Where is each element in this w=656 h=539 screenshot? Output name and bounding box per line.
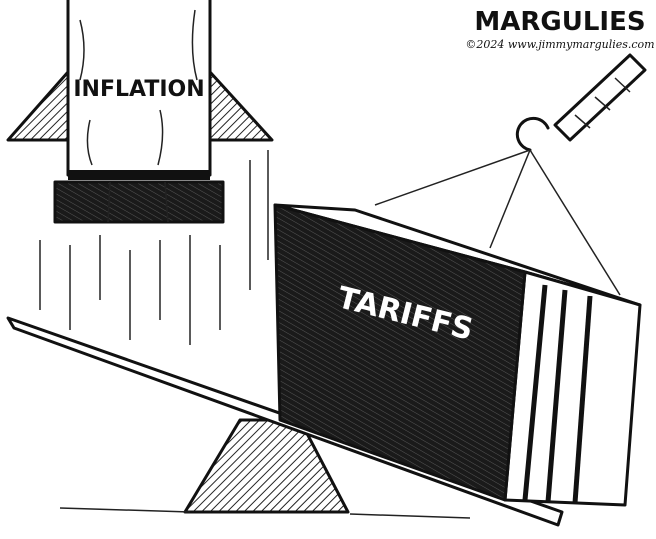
copyright: ©2024 www.jimmymargulies.com bbox=[465, 38, 654, 51]
cartoon: MARGULIES ©2024 www.jimmymargulies.com I… bbox=[0, 0, 656, 539]
rocket-label: INFLATION bbox=[73, 77, 204, 102]
artist-signature: MARGULIES bbox=[474, 7, 645, 37]
